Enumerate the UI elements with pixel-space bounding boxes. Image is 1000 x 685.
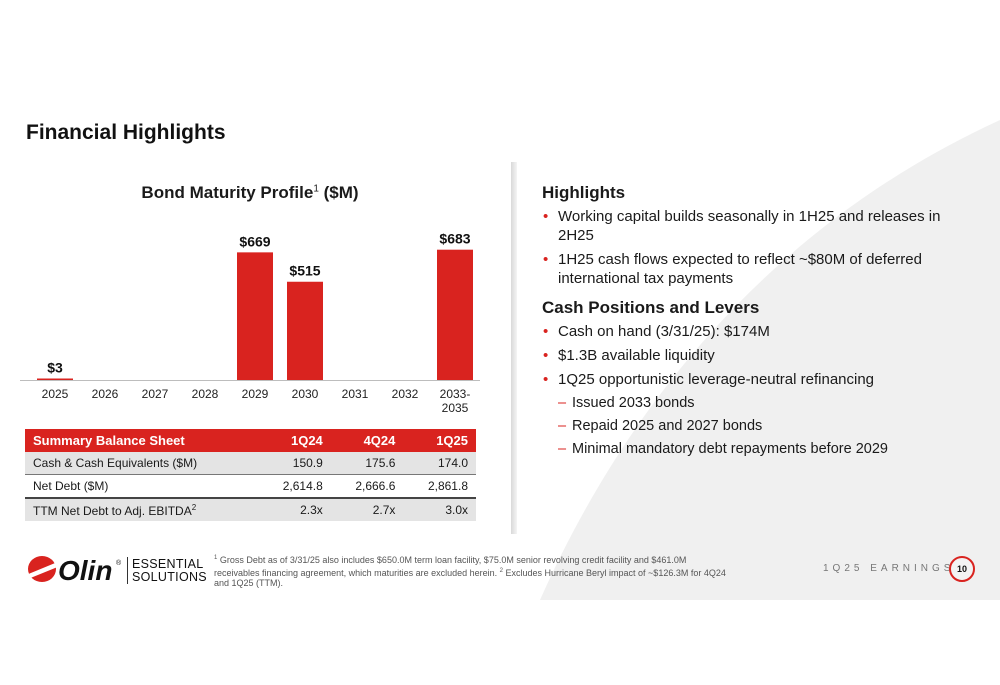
table-cell: 2.7x	[330, 497, 404, 521]
summary-balance-sheet-table: Summary Balance Sheet 1Q24 4Q24 1Q25 Cas…	[25, 429, 476, 521]
page-title: Financial Highlights	[26, 121, 226, 144]
x-tick-label-line: 2032	[392, 387, 419, 401]
list-item: 1Q25 opportunistic leverage-neutral refi…	[542, 370, 942, 389]
table-row-label: TTM Net Debt to Adj. EBITDA2	[25, 497, 259, 521]
table-cell: 150.9	[258, 452, 331, 475]
data-label-2030: $515	[289, 263, 320, 279]
sub-list-item: Issued 2033 bonds	[542, 394, 942, 413]
sub-list-item: Repaid 2025 and 2027 bonds	[542, 417, 942, 436]
x-tick-label-line: 2026	[92, 387, 119, 401]
x-tick-label-2030: 2030	[292, 387, 319, 401]
cash-heading: Cash Positions and Levers	[542, 298, 760, 317]
sub-list-item: Minimal mandatory debt repayments before…	[542, 440, 942, 459]
page-number-badge: 10	[949, 556, 975, 582]
footnote-text-1: Gross Debt as of 3/31/25 also includes $…	[214, 555, 687, 578]
bar-2025	[37, 378, 73, 380]
list-item: 1H25 cash flows expected to reflect ~$80…	[542, 250, 942, 288]
earnings-label: 1Q25 EARNINGS	[823, 563, 955, 574]
table-row-label: Net Debt ($M)	[25, 474, 259, 499]
table-cell: 2,666.6	[330, 474, 404, 499]
table-cell: 2,861.8	[403, 474, 476, 499]
highlights-list: Working capital builds seasonally in 1H2…	[542, 207, 942, 288]
chart-title-text: Bond Maturity Profile	[141, 183, 314, 202]
list-item: Cash on hand (3/31/25): $174M	[542, 322, 942, 341]
x-tick-label-2026: 2026	[92, 387, 119, 401]
chart-title: Bond Maturity Profile1 ($M)	[36, 183, 464, 203]
x-tick-label-2031: 2031	[342, 387, 369, 401]
x-tick-label-line: 2030	[292, 387, 319, 401]
x-tick-label-line: 2033-	[440, 387, 471, 401]
chart-title-footnote-marker: 1	[313, 183, 319, 195]
x-tick-label-2027: 2027	[142, 387, 169, 401]
cash-list: Cash on hand (3/31/25): $174M $1.3B avai…	[542, 322, 942, 459]
logo-tagline: ESSENTIAL SOLUTIONS	[132, 558, 207, 584]
logo-separator	[127, 557, 128, 584]
olin-logo-mark-icon	[26, 556, 60, 582]
x-tick-label-line: 2028	[192, 387, 219, 401]
x-tick-label-line: 2027	[142, 387, 169, 401]
registered-mark: ®	[116, 559, 122, 567]
footnote-text-2: Excludes Hurricane Beryl impact of ~$126…	[214, 567, 726, 589]
list-item: Working capital builds seasonally in 1H2…	[542, 207, 942, 245]
chart-title-unit: ($M)	[323, 183, 359, 202]
table-cell: 3.0x	[403, 497, 476, 521]
table-row: TTM Net Debt to Adj. EBITDA2 2.3x 2.7x 3…	[25, 497, 476, 521]
bond-maturity-chart: $3 2025 2026 2027 2028 $669 2029 $515 2030 2031 20…	[20, 231, 480, 415]
x-tick-label-2029: 2029	[242, 387, 269, 401]
table-header-4q24: 4Q24	[330, 429, 404, 452]
bar-2033-2035	[437, 249, 473, 380]
table-header-label: Summary Balance Sheet	[25, 429, 259, 452]
data-label-2033-2035: $683	[439, 231, 470, 247]
data-label-2029: $669	[239, 233, 270, 249]
table-row-label-text: TTM Net Debt to Adj. EBITDA	[33, 503, 192, 518]
olin-logo: Olin ®	[26, 555, 122, 586]
table-header-1q25: 1Q25	[403, 429, 476, 452]
table-row-label: Cash & Cash Equivalents ($M)	[25, 452, 259, 475]
footnote-marker: 2	[191, 502, 197, 512]
data-label-2025: $3	[47, 360, 63, 376]
table-cell: 2.3x	[258, 497, 331, 521]
list-item: $1.3B available liquidity	[542, 346, 942, 365]
x-tick-label-2028: 2028	[192, 387, 219, 401]
x-tick-label-2025: 2025	[42, 387, 69, 401]
highlights-panel: Highlights Working capital builds season…	[542, 183, 942, 463]
logo-tagline-line2: SOLUTIONS	[132, 570, 207, 584]
bar-2029	[237, 252, 273, 380]
x-tick-label-line: 2031	[342, 387, 369, 401]
table-header-row: Summary Balance Sheet 1Q24 4Q24 1Q25	[25, 429, 476, 452]
table-row: Net Debt ($M) 2,614.8 2,666.6 2,861.8	[25, 474, 476, 499]
x-tick-label-2033-2035: 2033-2035	[440, 387, 471, 415]
x-tick-label-line: 2035	[442, 401, 469, 415]
column-divider	[511, 162, 517, 534]
table-cell: 174.0	[403, 452, 476, 475]
bar-2030	[287, 281, 323, 380]
x-tick-label-2032: 2032	[392, 387, 419, 401]
x-tick-label-line: 2025	[42, 387, 69, 401]
table-cell: 2,614.8	[258, 474, 331, 499]
logo-tagline-line1: ESSENTIAL	[132, 557, 204, 571]
table-cell: 175.6	[330, 452, 404, 475]
footnote-marker-2: 2	[499, 567, 503, 574]
footnote: 1 Gross Debt as of 3/31/25 also includes…	[214, 553, 734, 589]
table-header-1q24: 1Q24	[258, 429, 331, 452]
footnote-marker-1: 1	[214, 555, 218, 561]
highlights-heading: Highlights	[542, 183, 626, 202]
x-tick-label-line: 2029	[242, 387, 269, 401]
table-row: Cash & Cash Equivalents ($M) 150.9 175.6…	[25, 452, 476, 475]
logo-wordmark: Olin	[58, 555, 112, 586]
